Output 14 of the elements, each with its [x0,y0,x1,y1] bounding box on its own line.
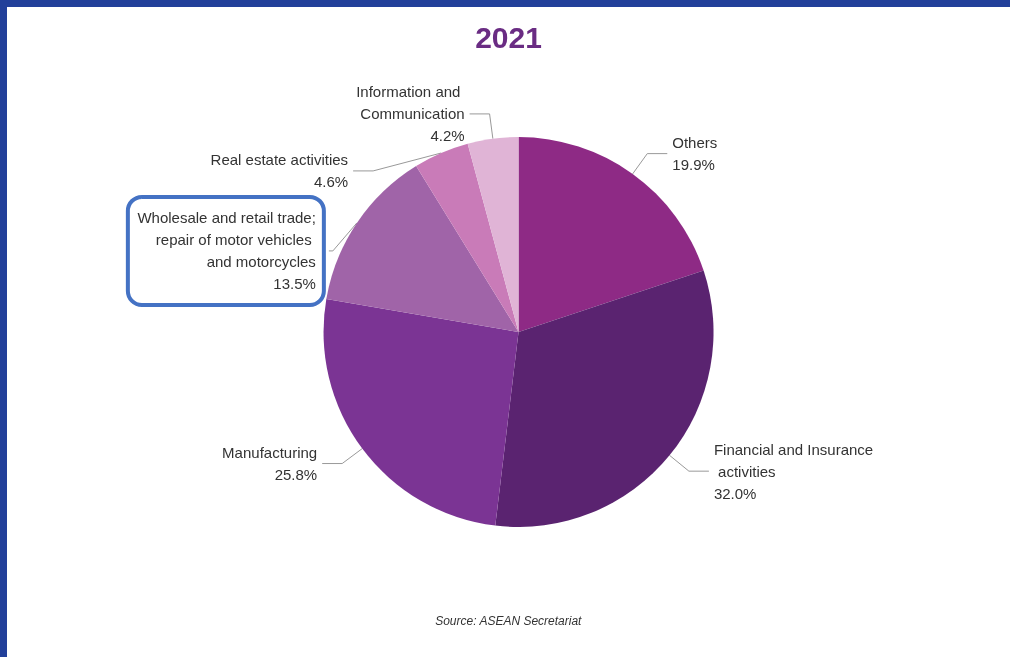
data-label: 25.8% [274,466,318,484]
slice-label: Real estate activities [210,151,349,169]
data-label: 19.9% [672,156,715,174]
data-label: 32.0% [713,484,757,502]
slice-label: Others [672,134,718,152]
slice-label: Wholesale and retail trade; repair of motor vehicles and motorcycles [137,209,316,271]
slice-label: Information and Communication [356,83,465,123]
chart-title: 2021 [475,20,542,54]
data-label: 13.5% [273,275,316,293]
slice-label: Manufacturing [222,444,318,462]
data-label: 4.6% [313,173,349,191]
slice-label: Financial and Insurance activities [713,440,874,480]
source-note: Source: ASEAN Secretariat [435,614,583,628]
data-label: 4.2% [430,127,465,145]
